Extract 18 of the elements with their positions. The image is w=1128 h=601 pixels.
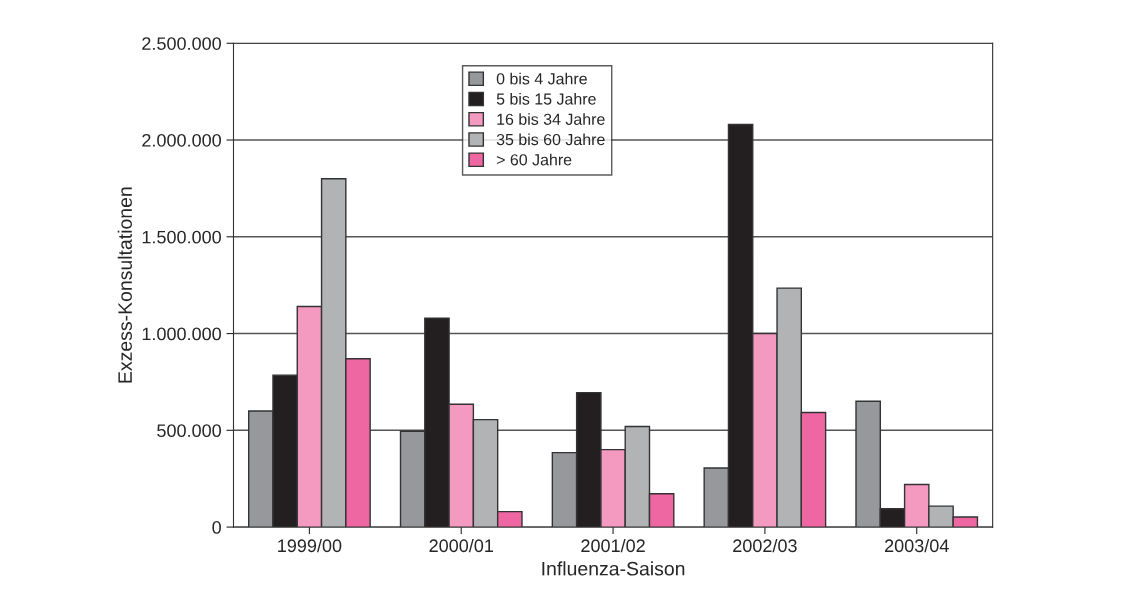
y-axis-title: Exzess-Konsultationen — [117, 187, 132, 383]
x-tick-label: 2003/04 — [885, 538, 949, 553]
legend-label: 0 bis 4 Jahre — [496, 72, 587, 85]
y-tick-label: 1.500.000 — [142, 230, 221, 244]
x-axis-title: Influenza-Saison — [542, 561, 685, 576]
legend-label: 16 bis 34 Jahre — [497, 113, 605, 125]
y-tick-label: 500.000 — [157, 424, 221, 438]
y-tick-label: 2.500.000 — [142, 37, 221, 50]
legend-label: 35 bis 60 Jahre — [496, 133, 605, 146]
x-tick-label: 2002/03 — [733, 538, 797, 553]
x-tick-label: 2000/01 — [429, 538, 493, 553]
y-tick-label: 0 — [212, 521, 221, 534]
x-tick-label: 2001/02 — [581, 538, 645, 553]
legend-label: 5 bis 15 Jahre — [496, 92, 596, 105]
y-tick-label: 1.000.000 — [142, 327, 221, 341]
x-tick-label: 1999/00 — [278, 538, 342, 553]
y-tick-label: 2.000.000 — [142, 133, 221, 147]
legend-label: > 60 Jahre — [496, 153, 572, 166]
